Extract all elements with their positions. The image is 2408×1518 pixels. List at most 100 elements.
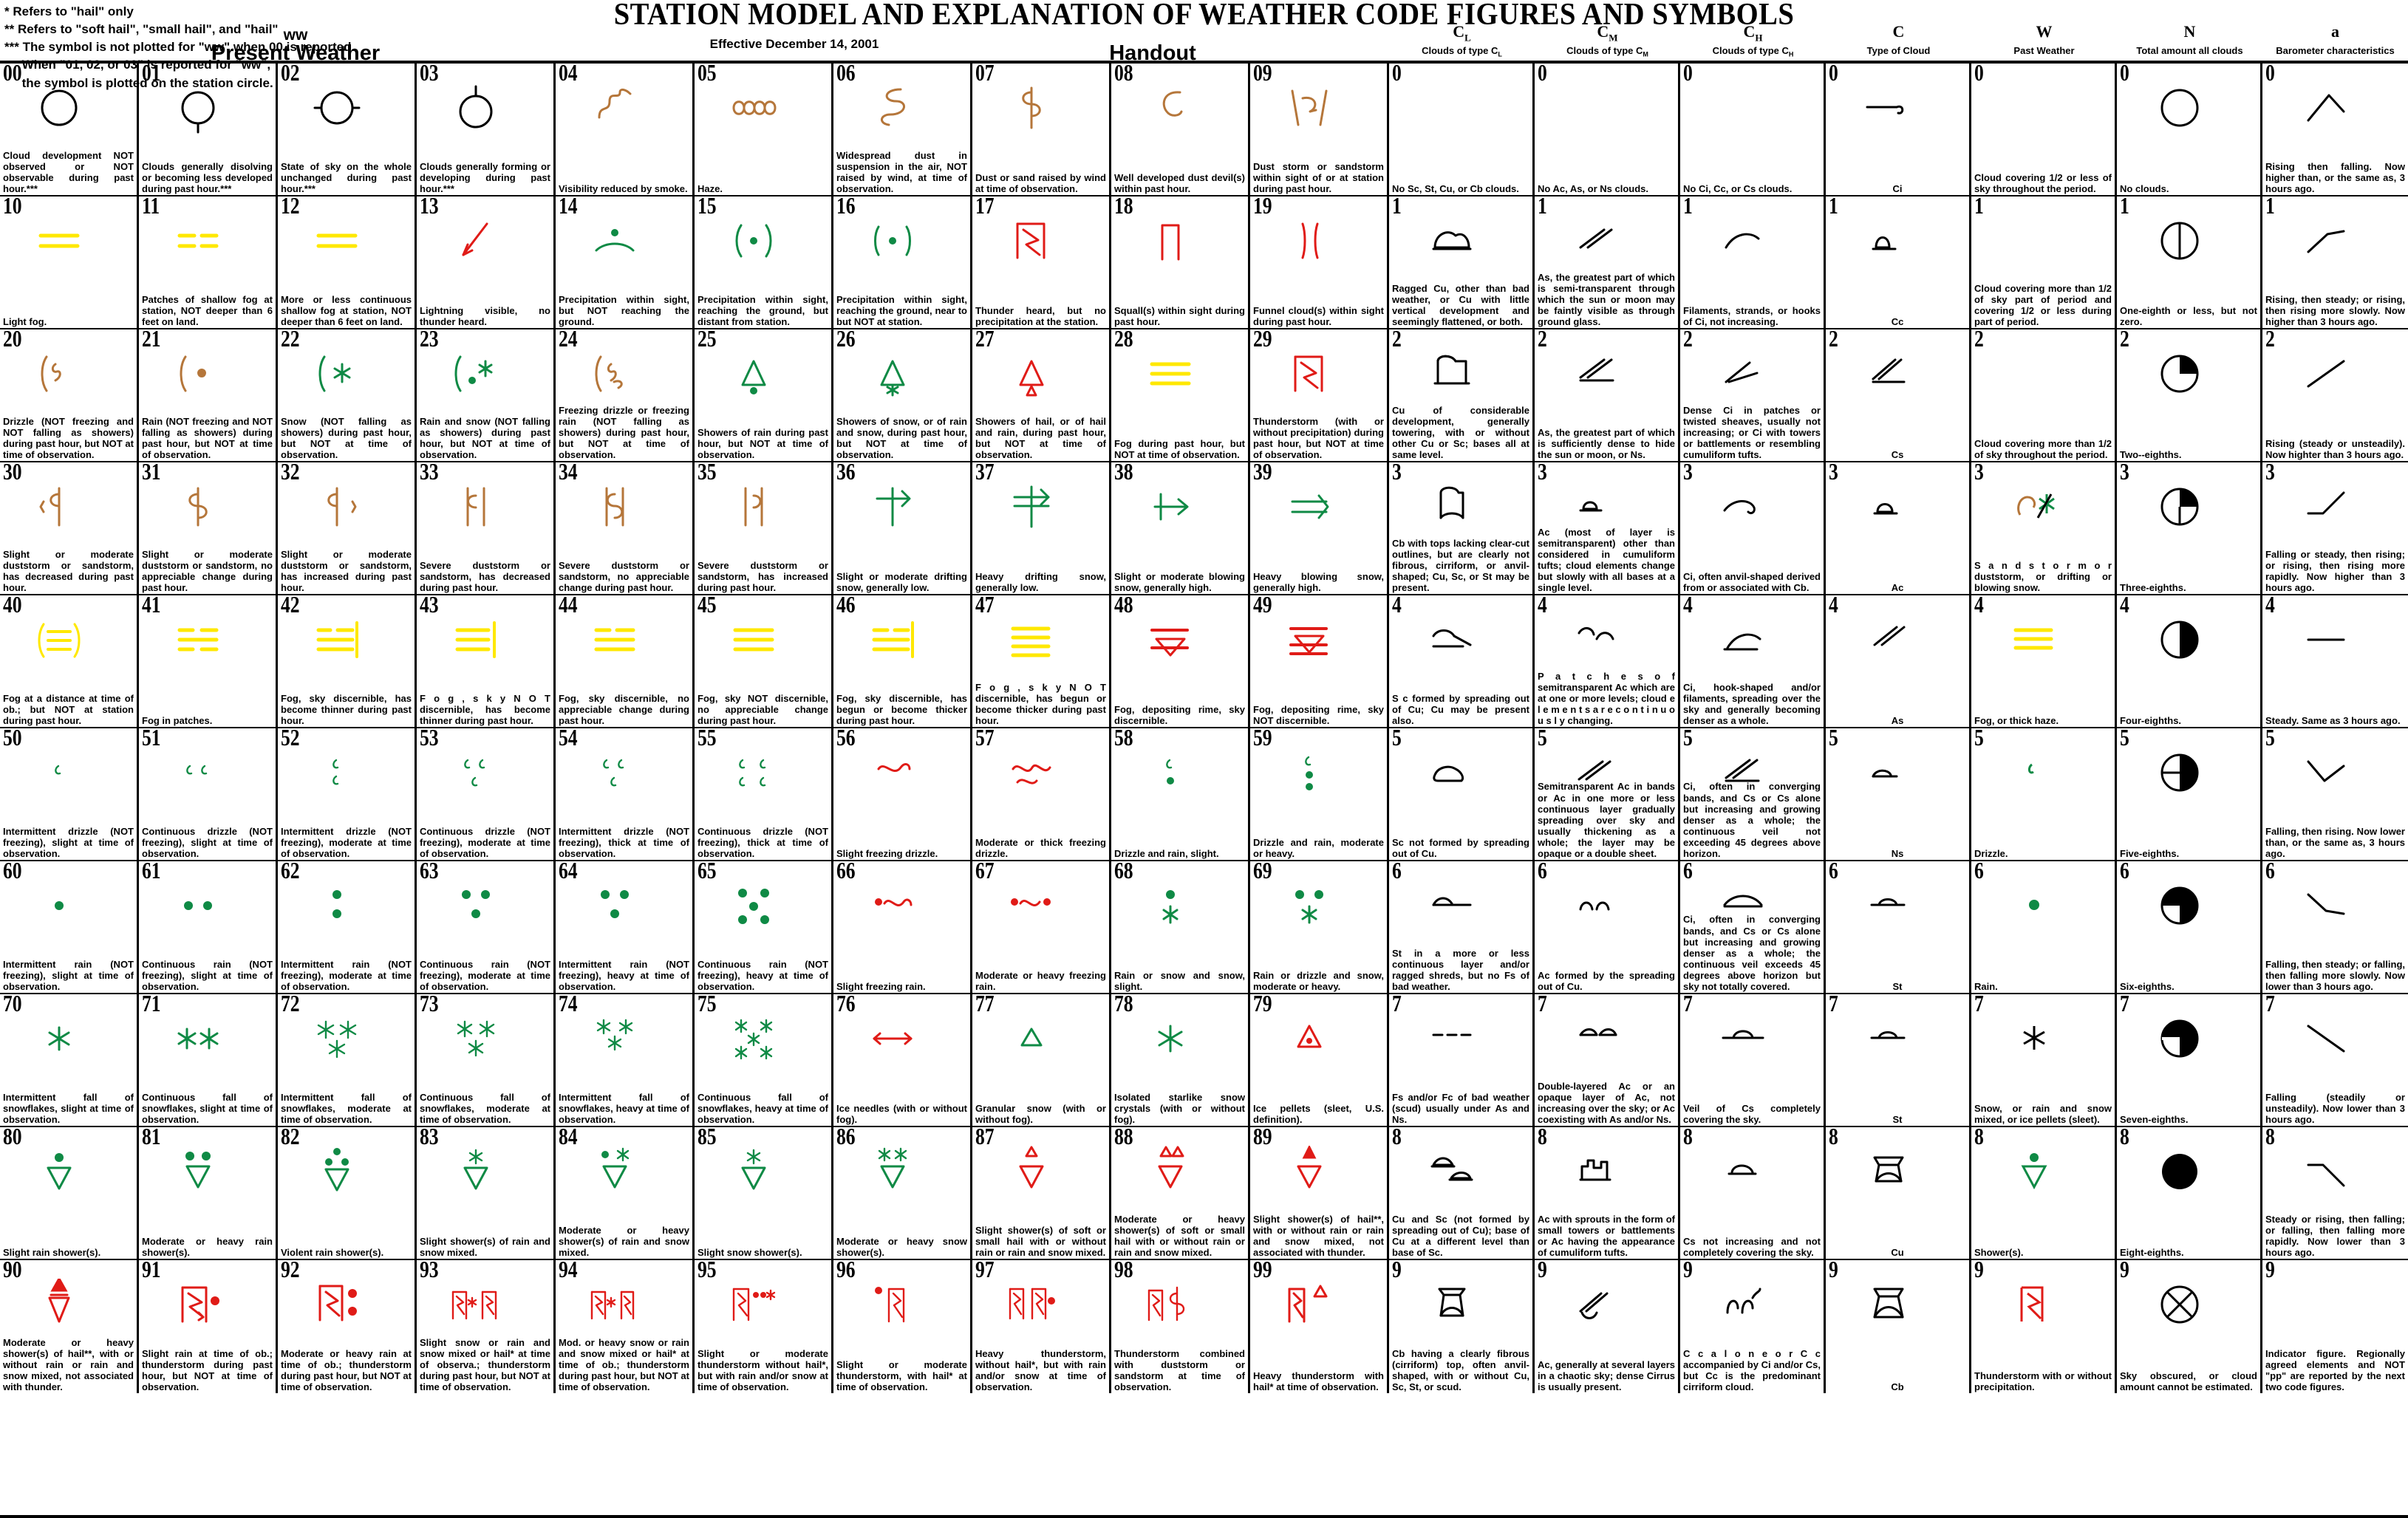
- ww-cell-83[interactable]: 83 Slight shower(s) of rain and snow mixe…: [417, 1127, 556, 1259]
- ch-cell-2[interactable]: 2 Dense Ci in patches or twisted sheaves,…: [1680, 329, 1826, 461]
- ww-cell-21[interactable]: 21 Rain (NOT freezing and NOT falling as …: [139, 329, 278, 461]
- ww-cell-00[interactable]: 00 Cloud development NOT observed or NOT …: [0, 64, 139, 195]
- ww-cell-05[interactable]: 05 Haze.: [695, 64, 833, 195]
- ww-cell-91[interactable]: 91 Slight rain at time of ob.; thundersto…: [139, 1260, 278, 1393]
- n-cell-6[interactable]: 6 Six-eighths.: [2117, 861, 2262, 993]
- ww-cell-23[interactable]: 23 Rain and snow (NOT falling as showers)…: [417, 329, 556, 461]
- ww-cell-37[interactable]: 37 Heavy drifting snow, generally low.: [972, 462, 1111, 594]
- ww-cell-73[interactable]: 73 Continuous fall of snowflakes, moderat…: [417, 994, 556, 1126]
- ww-cell-12[interactable]: 12 More or less continuous shallow fog at…: [278, 196, 417, 328]
- ww-cell-85[interactable]: 85 Slight snow shower(s).: [695, 1127, 833, 1259]
- w-cell-5[interactable]: 5 Drizzle.: [1971, 728, 2117, 860]
- n-cell-1[interactable]: 1 One-eighth or less, but not zero.: [2117, 196, 2262, 328]
- ww-cell-45[interactable]: 45 Fog, sky NOT discernible, no appreciab…: [695, 595, 833, 727]
- ww-cell-61[interactable]: 61 Continuous rain (NOT freezing), slight…: [139, 861, 278, 993]
- ww-cell-99[interactable]: 99 Heavy thunderstorm with hail* at time …: [1250, 1260, 1389, 1393]
- ww-cell-97[interactable]: 97 Heavy thunderstorm, without hail*, but…: [972, 1260, 1111, 1393]
- ww-cell-29[interactable]: 29 Thunderstorm (with or without precipit…: [1250, 329, 1389, 461]
- ww-cell-41[interactable]: 41 Fog in patches.: [139, 595, 278, 727]
- ww-cell-30[interactable]: 30 Slight or moderate duststorm or sandst…: [0, 462, 139, 594]
- cm-cell-5[interactable]: 5 Semitransparent Ac in bands or Ac in on…: [1535, 728, 1680, 860]
- ch-cell-6[interactable]: 6 Ci, often in converging bands, and Cs o…: [1680, 861, 1826, 993]
- ww-cell-55[interactable]: 55 Continuous drizzle (NOT freezing), thi…: [695, 728, 833, 860]
- ww-cell-90[interactable]: 90 Moderate or heavy shower(s) of hail**,…: [0, 1260, 139, 1393]
- ww-cell-81[interactable]: 81 Moderate or heavy rain shower(s).: [139, 1127, 278, 1259]
- cl-cell-7[interactable]: 7 Fs and/or Fc of bad weather (scud) usua…: [1389, 994, 1535, 1126]
- ww-cell-44[interactable]: 44 Fog, sky discernible, no appreciable c…: [556, 595, 695, 727]
- ww-cell-88[interactable]: 88 Moderate or heavy shower(s) of soft or…: [1111, 1127, 1250, 1259]
- a-cell-4[interactable]: 4 Steady. Same as 3 hours ago.: [2262, 595, 2408, 727]
- w-cell-8[interactable]: 8 Shower(s).: [1971, 1127, 2117, 1259]
- c-cell-0[interactable]: 0 Ci: [1826, 64, 1971, 195]
- cm-cell-8[interactable]: 8 Ac with sprouts in the form of small to…: [1535, 1127, 1680, 1259]
- ww-cell-04[interactable]: 04 Visibility reduced by smoke.: [556, 64, 695, 195]
- ww-cell-93[interactable]: 93 Slight snow or rain and snow mixed or …: [417, 1260, 556, 1393]
- ww-cell-19[interactable]: 19 Funnel cloud(s) within sight during pa…: [1250, 196, 1389, 328]
- cl-cell-1[interactable]: 1 Ragged Cu, other than bad weather, or C…: [1389, 196, 1535, 328]
- cm-cell-6[interactable]: 6 Ac formed by the spreading out of Cu.: [1535, 861, 1680, 993]
- ww-cell-34[interactable]: 34 Severe duststorm or sandstorm, no appr…: [556, 462, 695, 594]
- n-cell-7[interactable]: 7 Seven-eighths.: [2117, 994, 2262, 1126]
- ww-cell-03[interactable]: 03 Clouds generally forming or developing…: [417, 64, 556, 195]
- ww-cell-58[interactable]: 58 Drizzle and rain, slight.: [1111, 728, 1250, 860]
- ww-cell-77[interactable]: 77 Granular snow (with or without fog).: [972, 994, 1111, 1126]
- ww-cell-98[interactable]: 98 Thunderstorm combined with duststorm o…: [1111, 1260, 1250, 1393]
- ww-cell-66[interactable]: 66 Slight freezing rain.: [833, 861, 972, 993]
- ww-cell-51[interactable]: 51 Continuous drizzle (NOT freezing), sli…: [139, 728, 278, 860]
- ch-cell-8[interactable]: 8 Cs not increasing and not completely co…: [1680, 1127, 1826, 1259]
- cl-cell-4[interactable]: 4 S c formed by spreading out of Cu; Cu m…: [1389, 595, 1535, 727]
- w-cell-1[interactable]: 1 Cloud covering more than 1/2 of sky par…: [1971, 196, 2117, 328]
- ww-cell-74[interactable]: 74 Intermittent fall of snowflakes, heavy…: [556, 994, 695, 1126]
- ww-cell-82[interactable]: 82 Violent rain shower(s).: [278, 1127, 417, 1259]
- ww-cell-20[interactable]: 20 Drizzle (NOT freezing and NOT falling …: [0, 329, 139, 461]
- ww-cell-39[interactable]: 39 Heavy blowing snow, generally high.: [1250, 462, 1389, 594]
- n-cell-0[interactable]: 0 No clouds.: [2117, 64, 2262, 195]
- ww-cell-40[interactable]: 40 Fog at a distance at time of ob.; but …: [0, 595, 139, 727]
- ww-cell-38[interactable]: 38 Slight or moderate blowing snow, gener…: [1111, 462, 1250, 594]
- ch-cell-7[interactable]: 7 Veil of Cs completely covering the sky.: [1680, 994, 1826, 1126]
- ch-cell-3[interactable]: 3 Ci, often anvil-shaped derived from or …: [1680, 462, 1826, 594]
- ww-cell-87[interactable]: 87 Slight shower(s) of soft or small hail…: [972, 1127, 1111, 1259]
- n-cell-3[interactable]: 3 Three-eighths.: [2117, 462, 2262, 594]
- ww-cell-27[interactable]: 27 Showers of hail, or of hail and rain, …: [972, 329, 1111, 461]
- ww-cell-72[interactable]: 72 Intermittent fall of snowflakes, moder…: [278, 994, 417, 1126]
- ww-cell-75[interactable]: 75 Continuous fall of snowflakes, heavy a…: [695, 994, 833, 1126]
- n-cell-9[interactable]: 9 Sky obscured, or cloud amount cannot be…: [2117, 1260, 2262, 1393]
- ww-cell-18[interactable]: 18 Squall(s) within sight during past hou…: [1111, 196, 1250, 328]
- cm-cell-7[interactable]: 7 Double-layered Ac or an opaque layer of…: [1535, 994, 1680, 1126]
- ww-cell-59[interactable]: 59 Drizzle and rain, moderate or heavy.: [1250, 728, 1389, 860]
- ch-cell-0[interactable]: 0 No Ci, Cc, or Cs clouds.: [1680, 64, 1826, 195]
- ww-cell-69[interactable]: 69 Rain or drizzle and snow, moderate or …: [1250, 861, 1389, 993]
- ww-cell-52[interactable]: 52 Intermittent drizzle (NOT freezing), m…: [278, 728, 417, 860]
- ch-cell-5[interactable]: 5 Ci, often in converging bands, and Cs o…: [1680, 728, 1826, 860]
- ww-cell-25[interactable]: 25 Showers of rain during past hour, but …: [695, 329, 833, 461]
- ww-cell-53[interactable]: 53 Continuous drizzle (NOT freezing), mod…: [417, 728, 556, 860]
- ww-cell-63[interactable]: 63 Continuous rain (NOT freezing), modera…: [417, 861, 556, 993]
- cm-cell-0[interactable]: 0 No Ac, As, or Ns clouds.: [1535, 64, 1680, 195]
- ww-cell-86[interactable]: 86 Moderate or heavy snow shower(s).: [833, 1127, 972, 1259]
- c-cell-5[interactable]: 5 Ns: [1826, 728, 1971, 860]
- ww-cell-08[interactable]: 08 Well developed dust devil(s) within pa…: [1111, 64, 1250, 195]
- c-cell-2[interactable]: 2 Cs: [1826, 329, 1971, 461]
- ww-cell-49[interactable]: 49 Fog, depositing rime, sky NOT discerni…: [1250, 595, 1389, 727]
- ww-cell-33[interactable]: 33 Severe duststorm or sandstorm, has dec…: [417, 462, 556, 594]
- a-cell-7[interactable]: 7 Falling (steadily or unsteadily). Now l…: [2262, 994, 2408, 1126]
- ww-cell-95[interactable]: 95 Slight or moderate thunderstorm withou…: [695, 1260, 833, 1393]
- w-cell-9[interactable]: 9 Thunderstorm with or without precipitat…: [1971, 1260, 2117, 1393]
- ww-cell-32[interactable]: 32 Slight or moderate duststorm or sandst…: [278, 462, 417, 594]
- ww-cell-57[interactable]: 57 Moderate or thick freezing drizzle.: [972, 728, 1111, 860]
- ww-cell-70[interactable]: 70 Intermittent fall of snowflakes, sligh…: [0, 994, 139, 1126]
- w-cell-2[interactable]: 2 Cloud covering more than 1/2 of sky thr…: [1971, 329, 2117, 461]
- ww-cell-94[interactable]: 94 Mod. or heavy snow or rain and snow mi…: [556, 1260, 695, 1393]
- ww-cell-78[interactable]: 78 Isolated starlike snow crystals (with …: [1111, 994, 1250, 1126]
- cm-cell-2[interactable]: 2 As, the greatest part of which is suffi…: [1535, 329, 1680, 461]
- c-cell-3[interactable]: 3 Ac: [1826, 462, 1971, 594]
- cl-cell-3[interactable]: 3 Cb with tops lacking clear-cut outlines…: [1389, 462, 1535, 594]
- ww-cell-35[interactable]: 35 Severe duststorm or sandstorm, has inc…: [695, 462, 833, 594]
- ch-cell-4[interactable]: 4 Ci, hook-shaped and/or filaments, sprea…: [1680, 595, 1826, 727]
- a-cell-5[interactable]: 5 Falling, then rising. Now lower than, o…: [2262, 728, 2408, 860]
- ww-cell-76[interactable]: 76 Ice needles (with or without fog).: [833, 994, 972, 1126]
- cm-cell-9[interactable]: 9 Ac, generally at several layers in a ch…: [1535, 1260, 1680, 1393]
- ww-cell-24[interactable]: 24 Freezing drizzle or freezing rain (NOT…: [556, 329, 695, 461]
- a-cell-1[interactable]: 1 Rising, then steady; or rising, then ri…: [2262, 196, 2408, 328]
